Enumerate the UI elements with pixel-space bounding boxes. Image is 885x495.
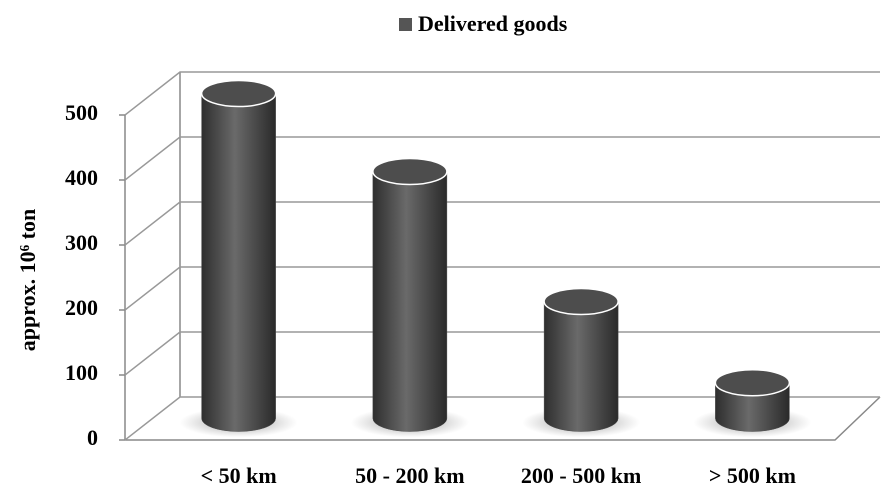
grid-line bbox=[124, 136, 880, 181]
legend-label: Delivered goods bbox=[418, 11, 568, 36]
x-tick-label: 50 - 200 km bbox=[355, 463, 464, 488]
floor bbox=[125, 396, 881, 441]
grid-line bbox=[124, 71, 880, 116]
grid-line bbox=[124, 201, 880, 246]
bar bbox=[372, 171, 448, 432]
y-tick-label: 400 bbox=[65, 165, 98, 190]
x-tick-label: > 500 km bbox=[709, 463, 796, 488]
legend-swatch bbox=[399, 18, 412, 31]
x-tick-label: 200 - 500 km bbox=[521, 463, 641, 488]
grid-line bbox=[124, 396, 880, 441]
grid-line bbox=[124, 266, 880, 311]
bar-top bbox=[714, 369, 791, 397]
bar-top bbox=[543, 287, 619, 316]
x-tick-label: < 50 km bbox=[201, 463, 277, 488]
y-tick-label: 0 bbox=[87, 425, 98, 450]
y-tick-label: 500 bbox=[65, 100, 98, 125]
y-tick-label: 300 bbox=[65, 230, 98, 255]
grid-line bbox=[124, 331, 880, 376]
y-axis-label: approx. 10⁶ ton bbox=[15, 209, 40, 352]
bar bbox=[543, 301, 619, 432]
bar-top bbox=[372, 157, 448, 186]
y-tick-label: 200 bbox=[65, 295, 98, 320]
y-tick-label: 100 bbox=[65, 360, 98, 385]
bar bbox=[201, 93, 276, 432]
bar-top bbox=[200, 79, 277, 108]
